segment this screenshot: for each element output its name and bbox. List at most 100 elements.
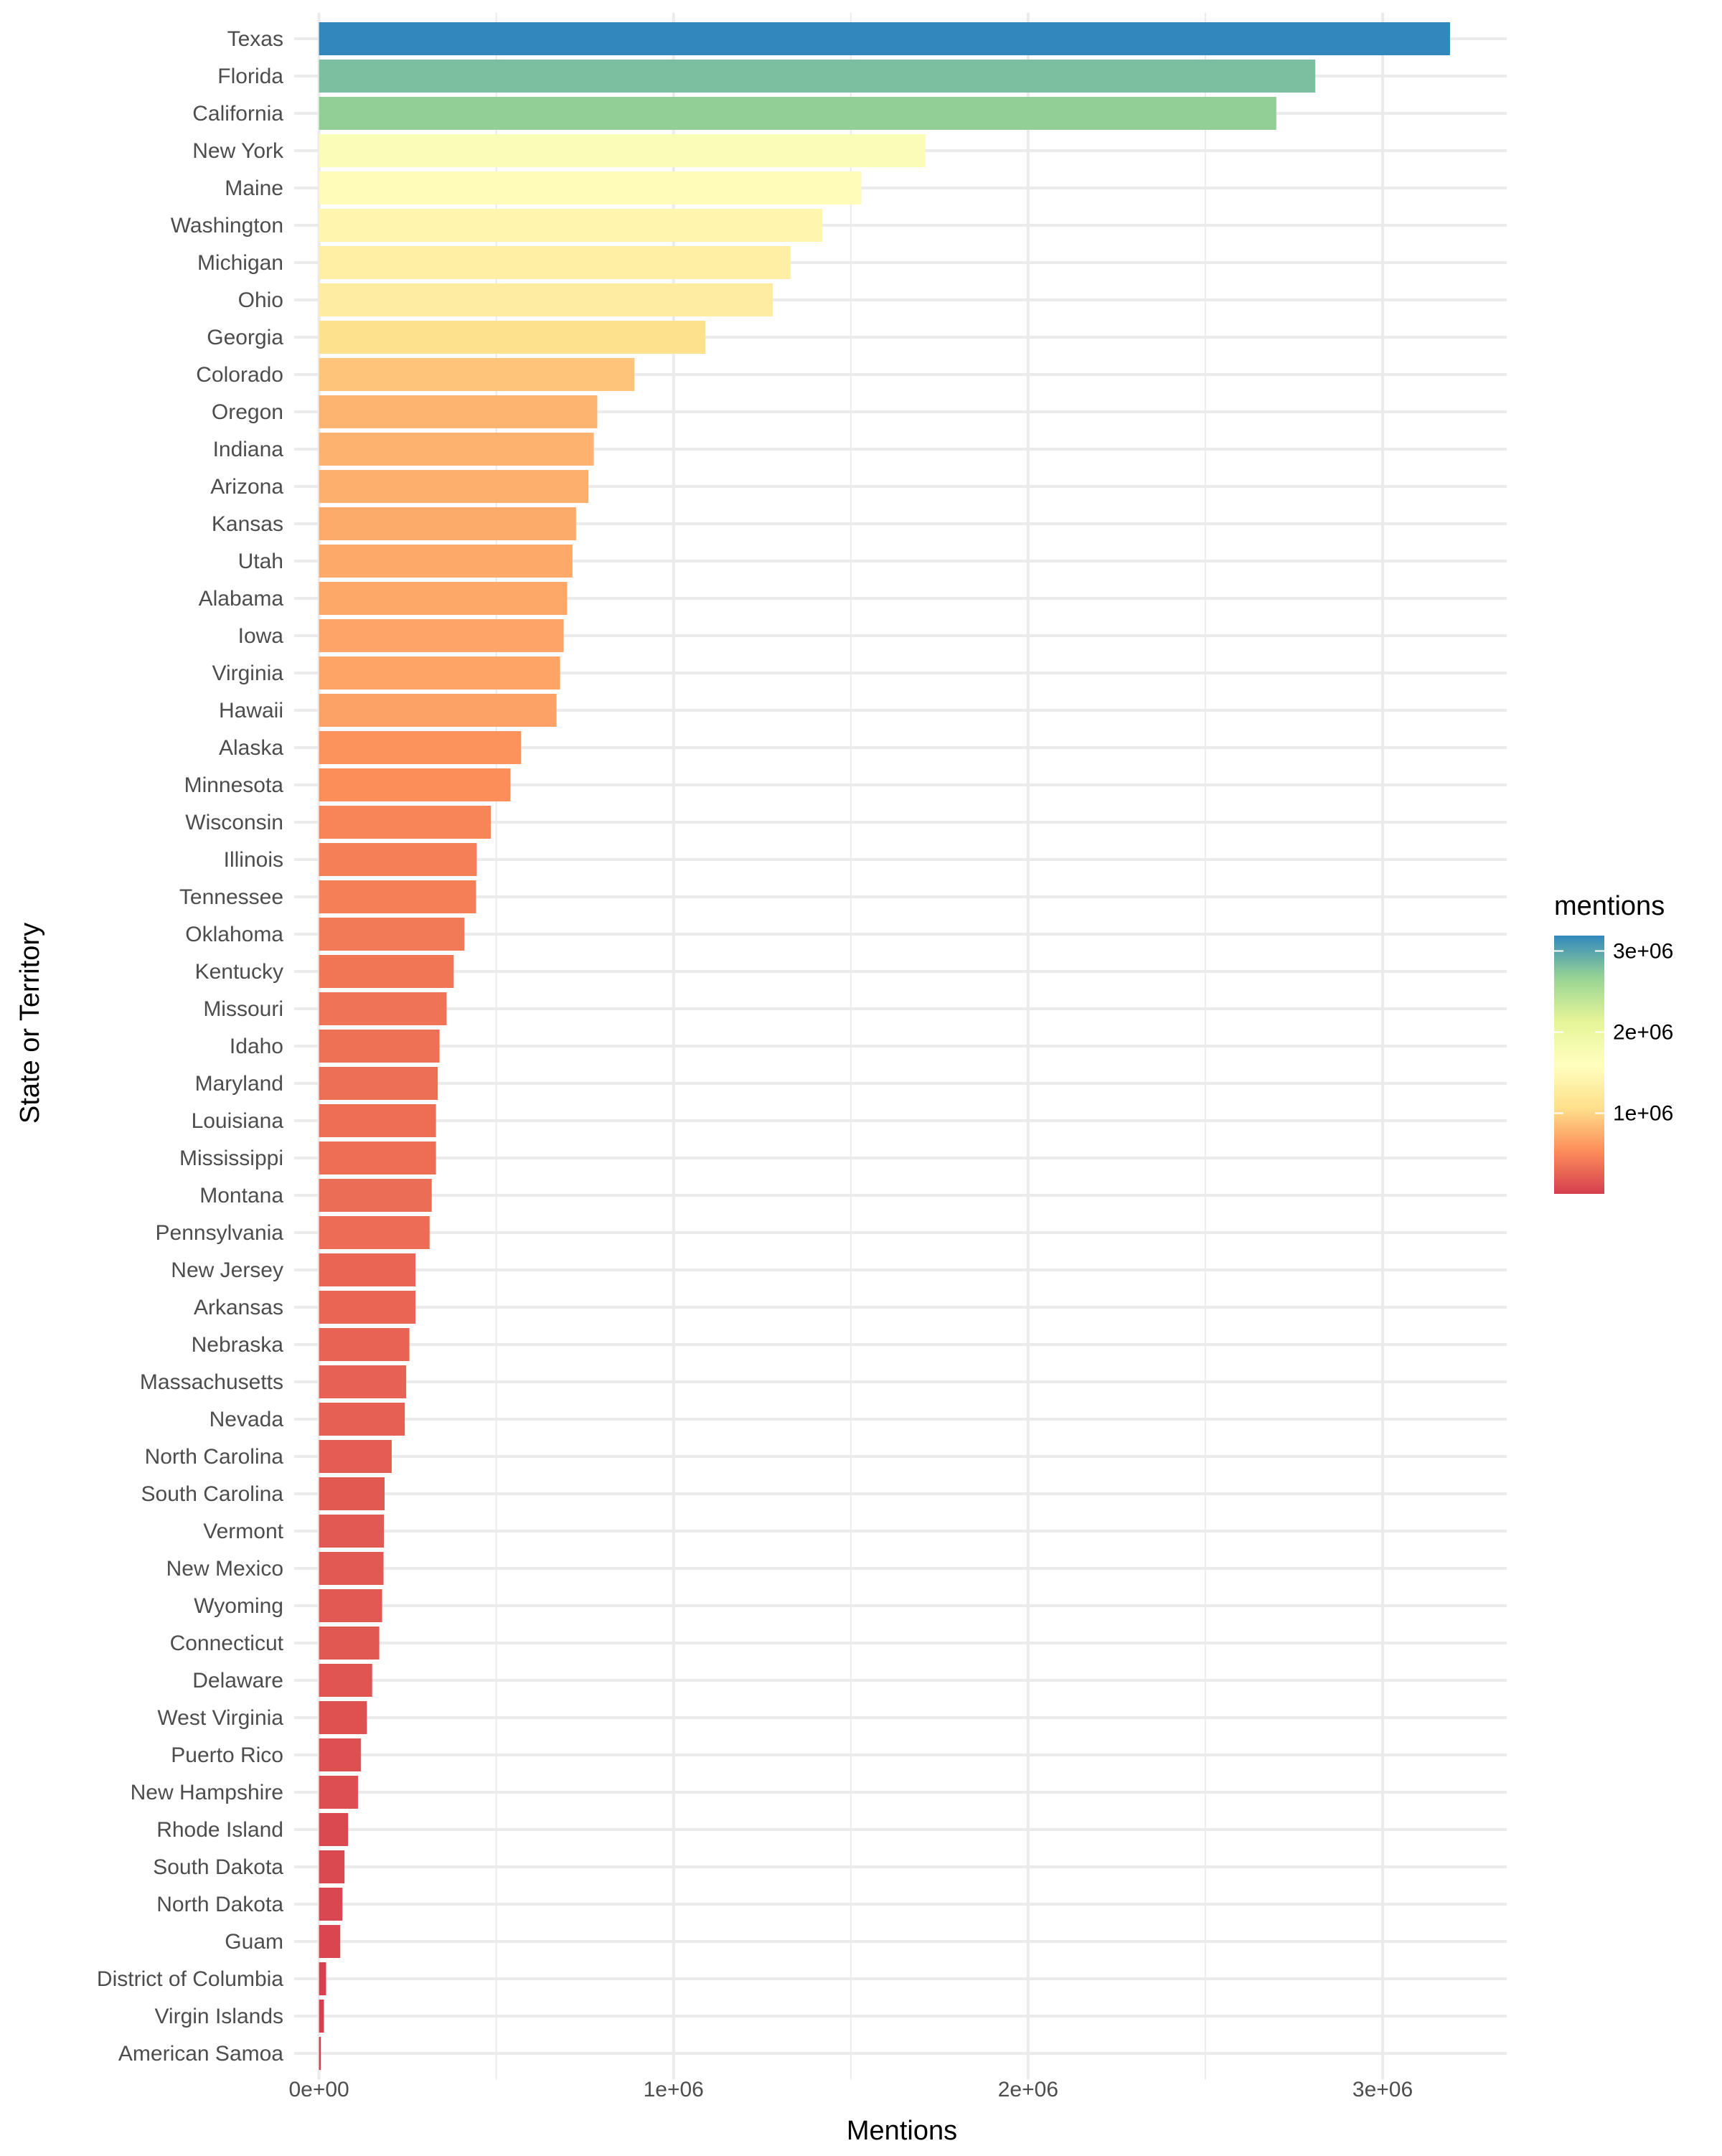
bar	[319, 1962, 326, 1995]
bar	[319, 1365, 407, 1398]
bar	[319, 992, 447, 1025]
bar	[319, 1291, 415, 1324]
bar	[319, 955, 454, 988]
bar	[319, 1141, 436, 1174]
y-tick-label: New Jersey	[171, 1258, 283, 1282]
bar	[319, 1850, 345, 1883]
bar	[319, 731, 522, 764]
y-tick-label: North Dakota	[156, 1893, 283, 1916]
bar	[319, 1813, 349, 1846]
bar	[319, 470, 589, 503]
y-tick-label: Vermont	[203, 1520, 283, 1543]
y-tick-label: Montana	[199, 1184, 283, 1208]
y-tick-label: Massachusetts	[140, 1370, 283, 1394]
bar	[319, 1477, 385, 1510]
bar	[319, 806, 491, 839]
bar	[319, 1776, 358, 1809]
y-tick-label: Missouri	[203, 997, 283, 1021]
bar	[319, 1216, 430, 1249]
y-tick-label: Guam	[225, 1930, 283, 1954]
bar	[319, 2000, 324, 2033]
y-tick-label: Maine	[225, 176, 283, 200]
bar	[319, 1515, 385, 1548]
legend-colorbar	[1554, 936, 1604, 1194]
y-tick-label: Texas	[227, 27, 283, 51]
y-tick-label: New Mexico	[166, 1557, 283, 1581]
bar	[319, 843, 477, 876]
bar	[319, 283, 773, 316]
y-tick-label: Rhode Island	[156, 1818, 283, 1842]
y-tick-label: Pennsylvania	[156, 1221, 284, 1245]
y-tick-label: Alaska	[219, 736, 283, 760]
bar	[319, 2037, 321, 2070]
y-tick-label: Arkansas	[194, 1296, 283, 1319]
bar	[319, 1888, 343, 1921]
y-tick-label: South Dakota	[153, 1855, 283, 1879]
y-tick-label: Minnesota	[184, 773, 284, 797]
y-tick-label: Connecticut	[170, 1632, 284, 1655]
y-tick-label: Arizona	[210, 475, 283, 499]
bar	[319, 1030, 440, 1063]
bar	[319, 619, 564, 652]
x-tick-label: 2e+06	[998, 2078, 1058, 2101]
y-tick-label: Idaho	[230, 1035, 283, 1058]
legend-label: 2e+06	[1613, 1021, 1673, 1045]
bar	[319, 1925, 341, 1958]
y-tick-label: Oregon	[212, 400, 283, 424]
y-tick-label: Ohio	[238, 288, 283, 312]
legend-title: mentions	[1554, 891, 1665, 921]
y-tick-label: Kansas	[212, 512, 283, 536]
bar	[319, 22, 1450, 55]
y-tick-label: Wyoming	[194, 1594, 283, 1618]
x-tick-label: 3e+06	[1352, 2078, 1413, 2101]
y-tick-label: Nevada	[210, 1408, 284, 1431]
bar	[319, 880, 476, 913]
y-tick-label: Michigan	[197, 251, 283, 275]
bar	[319, 1701, 367, 1734]
y-tick-label: Puerto Rico	[171, 1743, 283, 1767]
bar	[319, 60, 1316, 93]
bar	[319, 1067, 438, 1100]
bar	[319, 209, 823, 242]
y-tick-label: Mississippi	[179, 1147, 283, 1170]
bar	[319, 656, 560, 689]
y-tick-label: Tennessee	[179, 885, 283, 909]
y-tick-label: Washington	[171, 214, 283, 237]
bar	[319, 321, 706, 354]
bar	[319, 97, 1276, 130]
bar	[319, 1253, 415, 1286]
y-tick-label: Virginia	[212, 662, 283, 685]
y-tick-label: North Carolina	[145, 1445, 284, 1469]
y-tick-label: Illinois	[224, 848, 283, 872]
y-tick-label: New York	[192, 139, 284, 163]
bar	[319, 246, 791, 279]
y-tick-label: Utah	[238, 550, 283, 573]
y-tick-label: Kentucky	[195, 960, 283, 984]
y-tick-label: New Hampshire	[131, 1781, 283, 1804]
bar	[319, 1589, 382, 1622]
y-tick-label: Florida	[217, 65, 283, 88]
y-tick-label: Hawaii	[219, 699, 283, 722]
y-tick-label: Maryland	[195, 1072, 283, 1096]
y-tick-label: American Samoa	[118, 2042, 283, 2066]
y-tick-label: West Virginia	[157, 1706, 283, 1730]
bar	[319, 1440, 392, 1473]
y-tick-label: Colorado	[196, 363, 283, 387]
bar	[319, 582, 568, 615]
bar	[319, 171, 862, 204]
y-tick-label: Wisconsin	[185, 811, 283, 834]
bar	[319, 1627, 380, 1660]
y-tick-label: Nebraska	[192, 1333, 284, 1357]
bar	[319, 1179, 432, 1212]
bar	[319, 1738, 361, 1771]
bar	[319, 507, 576, 540]
y-tick-label: Louisiana	[192, 1109, 284, 1133]
y-tick-label: Indiana	[213, 438, 284, 461]
bar	[319, 1403, 405, 1436]
y-tick-label: South Carolina	[141, 1482, 284, 1506]
y-tick-label: Virgin Islands	[154, 2005, 283, 2028]
bar	[319, 768, 511, 801]
y-tick-label: Georgia	[207, 326, 283, 349]
legend-label: 1e+06	[1613, 1102, 1673, 1126]
